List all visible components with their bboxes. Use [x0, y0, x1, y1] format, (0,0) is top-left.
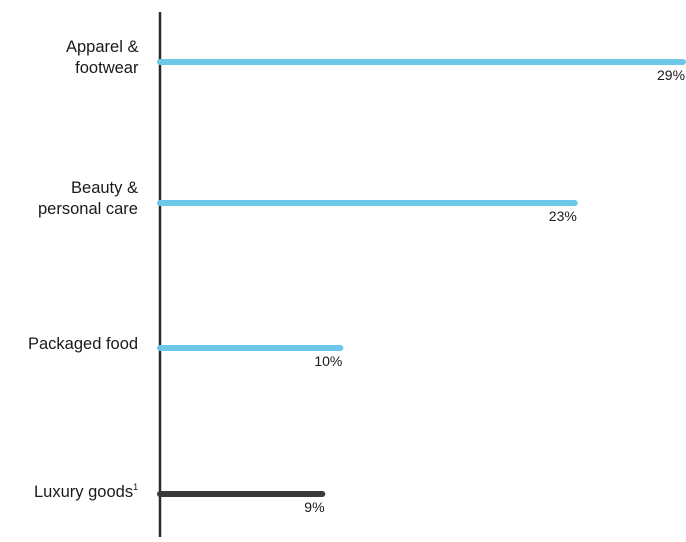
category-label-line: Apparel &: [66, 38, 139, 56]
value-label: 9%: [304, 499, 325, 515]
value-label: 23%: [548, 208, 577, 224]
category-label-line: Beauty &: [71, 179, 138, 197]
footnote-marker: 1: [133, 482, 139, 492]
category-label-line: Packaged food: [28, 334, 139, 353]
category-label-line: Luxury goods: [34, 483, 134, 501]
category-label: Packaged food: [28, 334, 138, 355]
category-label-line: footwear: [75, 59, 139, 77]
category-label: Apparel & footwear: [66, 37, 138, 79]
value-label: 10%: [314, 353, 343, 369]
category-label-line: personal care: [38, 200, 138, 218]
value-label: 29%: [657, 67, 686, 83]
category-label: Luxury goods1: [34, 477, 138, 503]
category-label: Beauty & personal care: [38, 178, 138, 220]
